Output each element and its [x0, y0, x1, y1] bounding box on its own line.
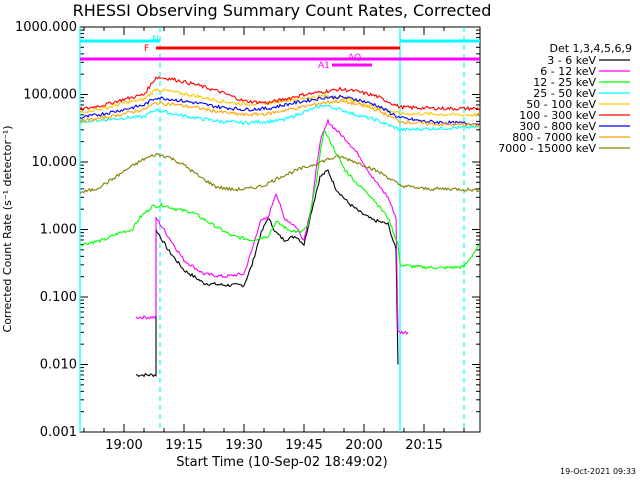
legend-label: 300 - 800 keV	[519, 120, 596, 133]
x-tick-label: 20:00	[345, 438, 382, 453]
y-tick-label: 0.001	[40, 425, 77, 440]
y-tick-label: 0.010	[40, 358, 77, 373]
state-bars: NF A1 AQ	[80, 35, 480, 71]
series-line-8	[79, 153, 481, 194]
x-tick-label: 19:30	[225, 438, 262, 453]
y-tick-label: 0.100	[40, 290, 77, 305]
legend-title: Det 1,3,4,5,6,9	[549, 42, 632, 55]
series-lines	[79, 76, 481, 378]
x-axis: 19:00 19:15 19:30 19:45 20:00 20:15	[83, 27, 465, 453]
chart-title: RHESSI Observing Summary Count Rates, Co…	[73, 1, 492, 20]
series-line-1	[135, 118, 409, 335]
x-tick-label: 20:15	[405, 438, 442, 453]
y-axis: 1000.000 100.000 10.000 1.000 0.100 0.010 0.00…	[15, 20, 480, 440]
y-tick-label: 10.000	[32, 155, 78, 170]
series-line-6	[79, 94, 481, 127]
x-tick-label: 19:45	[285, 438, 322, 453]
legend-label: 6 - 12 keV	[540, 65, 596, 78]
legend-label: 50 - 100 keV	[526, 98, 596, 111]
legend-label: 100 - 300 keV	[519, 109, 596, 122]
series-line-4	[79, 87, 481, 118]
annotation-a1: A1	[318, 61, 330, 71]
series-line-3	[79, 104, 481, 132]
series-line-0	[135, 169, 399, 378]
y-tick-label: 100.000	[23, 88, 77, 103]
x-tick-label: 19:15	[165, 438, 202, 453]
y-tick-label: 1.000	[40, 223, 77, 238]
annotation-aq: AQ	[348, 53, 361, 63]
annotation-n: N	[152, 35, 159, 45]
legend-label: 3 - 6 keV	[547, 54, 596, 67]
series-line-2	[79, 130, 481, 271]
y-tick-label: 1000.000	[15, 20, 77, 35]
vertical-markers	[79, 27, 465, 432]
timestamp-stamp: 19-Oct-2021 09:33	[560, 467, 636, 476]
annotation-f: F	[144, 44, 149, 54]
legend-label: 25 - 50 keV	[533, 87, 596, 100]
legend-label: 800 - 7000 keV	[512, 131, 596, 144]
legend-label: 12 - 25 keV	[533, 76, 596, 89]
series-line-5	[79, 76, 481, 112]
x-axis-label: Start Time (10-Sep-02 18:49:02)	[176, 455, 387, 470]
x-tick-label: 19:00	[105, 438, 142, 453]
y-axis-label: Corrected Count Rate (s⁻¹ detector⁻¹)	[1, 126, 14, 333]
series-line-7	[79, 99, 481, 128]
legend-label: 7000 - 15000 keV	[498, 142, 596, 155]
